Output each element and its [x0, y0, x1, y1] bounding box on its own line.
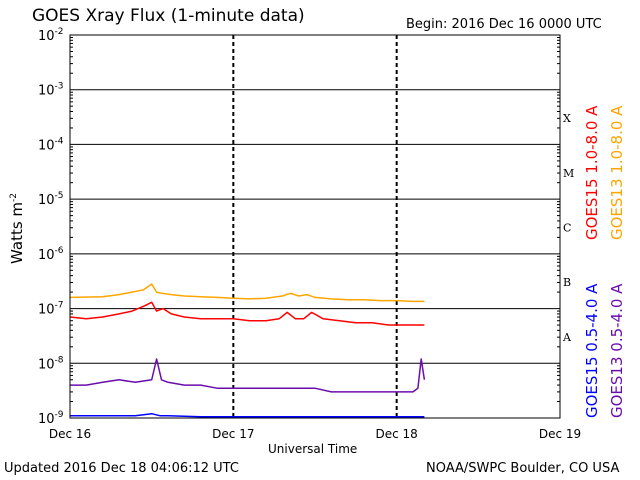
begin-time: Begin: 2016 Dec 16 0000 UTC [406, 17, 602, 32]
x-tick-label: Dec 18 [376, 427, 418, 441]
flare-class-label: B [563, 276, 571, 289]
legend-goes13-short: GOES13 0.5-4.0 A [608, 283, 626, 418]
legend-goes13-long: GOES13 1.0-8.0 A [608, 105, 626, 240]
credit: NOAA/SWPC Boulder, CO USA [426, 461, 620, 476]
flare-class-label: C [563, 222, 571, 235]
flare-class-label: A [562, 331, 572, 344]
x-tick-label: Dec 19 [539, 427, 581, 441]
series-line-2 [70, 358, 426, 393]
updated-time: Updated 2016 Dec 18 04:06:12 UTC [4, 461, 239, 476]
y-tick-label: 10-7 [38, 301, 64, 318]
y-axis-label: Watts m-2 [8, 192, 26, 264]
x-axis-label: Universal Time [268, 442, 358, 456]
y-tick-label: 10-8 [38, 355, 64, 372]
x-tick-label: Dec 16 [49, 427, 91, 441]
series-line-1 [69, 301, 425, 326]
series-line-0 [69, 283, 425, 303]
series-line-3 [70, 412, 425, 418]
x-tick-label: Dec 17 [212, 427, 254, 441]
chart-title: GOES Xray Flux (1-minute data) [32, 6, 305, 26]
flare-class-label: M [563, 167, 574, 180]
y-tick-label: 10-6 [38, 246, 64, 263]
y-tick-label: 10-3 [38, 82, 64, 99]
flare-class-label: X [563, 112, 571, 125]
legend-goes15-short: GOES15 0.5-4.0 A [583, 283, 601, 418]
y-tick-label: 10-2 [38, 27, 64, 44]
plot-frame [69, 34, 561, 419]
y-tick-label: 10-9 [38, 410, 64, 427]
legend-goes15-long: GOES15 1.0-8.0 A [583, 105, 601, 240]
y-tick-label: 10-5 [38, 191, 64, 208]
y-tick-label: 10-4 [38, 136, 64, 153]
